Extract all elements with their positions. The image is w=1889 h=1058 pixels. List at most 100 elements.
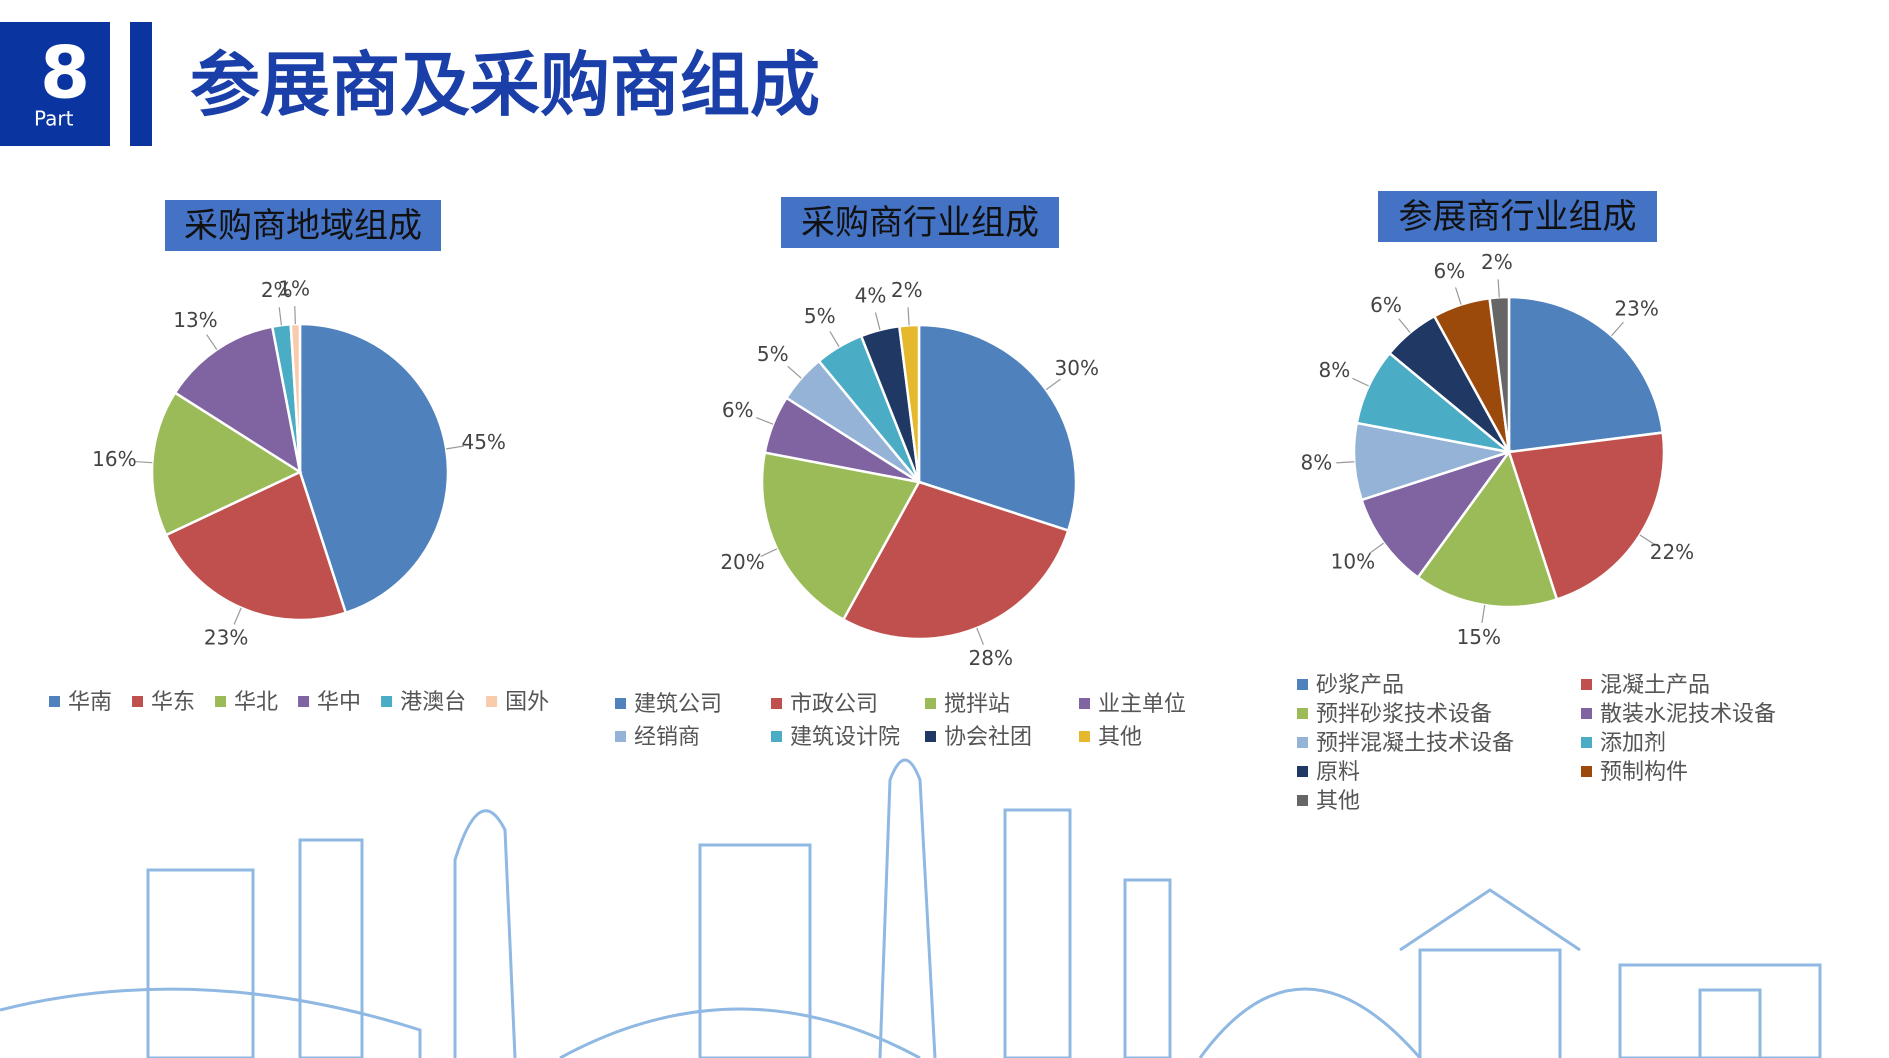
data-label: 6% bbox=[722, 398, 754, 422]
legend-swatch bbox=[1581, 766, 1592, 777]
legend-swatch bbox=[132, 696, 144, 707]
pie-slice bbox=[897, 323, 921, 483]
data-label: 16% bbox=[92, 447, 136, 471]
pie-slice bbox=[150, 390, 303, 537]
legend-swatch bbox=[486, 696, 498, 707]
data-label: 30% bbox=[1055, 356, 1099, 380]
legend-label: 混凝土产品 bbox=[1600, 673, 1710, 698]
legend-label: 其他 bbox=[1316, 789, 1360, 814]
leader-line bbox=[1497, 279, 1500, 298]
chart-title: 参展商行业组成 bbox=[1399, 197, 1637, 237]
legend-label: 预制构件 bbox=[1600, 760, 1688, 785]
legend-swatch bbox=[1079, 698, 1090, 709]
data-label: 20% bbox=[720, 550, 764, 574]
data-label: 22% bbox=[1650, 540, 1694, 564]
pie-slice bbox=[164, 470, 348, 622]
leader-line bbox=[1352, 377, 1370, 387]
legend-label: 华东 bbox=[151, 690, 195, 715]
leader-line bbox=[233, 607, 242, 625]
legend-label: 添加剂 bbox=[1600, 731, 1666, 756]
legend-label: 建筑设计院 bbox=[790, 725, 900, 750]
part-label: Part bbox=[34, 107, 74, 131]
data-label: 45% bbox=[461, 430, 505, 454]
legend-swatch bbox=[1297, 708, 1308, 719]
leader-line bbox=[756, 417, 774, 425]
leader-line bbox=[206, 334, 218, 350]
legend-label: 原料 bbox=[1316, 760, 1360, 785]
chart-title-box bbox=[165, 200, 441, 251]
leader-line bbox=[907, 307, 910, 326]
data-label: 5% bbox=[757, 342, 789, 366]
data-label: 23% bbox=[1614, 297, 1658, 321]
legend-swatch bbox=[1581, 708, 1592, 719]
legend-swatch bbox=[381, 696, 393, 707]
leader-line bbox=[278, 307, 283, 326]
legend-swatch bbox=[925, 731, 936, 742]
leader-line bbox=[976, 627, 984, 645]
data-label: 1% bbox=[278, 277, 310, 301]
data-label: 10% bbox=[1331, 550, 1375, 574]
legend-swatch bbox=[1079, 731, 1090, 742]
legend-swatch bbox=[615, 731, 626, 742]
data-label: 2% bbox=[261, 278, 293, 302]
pie-slice bbox=[917, 323, 1078, 533]
data-label: 2% bbox=[1481, 250, 1513, 274]
legend-swatch bbox=[1581, 737, 1592, 748]
legend-label: 华北 bbox=[234, 690, 278, 715]
legend-swatch bbox=[215, 696, 227, 707]
pie-slice bbox=[1507, 431, 1666, 601]
legend-label: 市政公司 bbox=[790, 692, 878, 717]
legend-swatch bbox=[1297, 766, 1308, 777]
leader-line bbox=[1368, 542, 1384, 555]
legend-label: 港澳台 bbox=[400, 690, 466, 715]
data-label: 4% bbox=[855, 284, 887, 308]
data-label: 28% bbox=[969, 646, 1013, 670]
legend-label: 散装水泥技术设备 bbox=[1600, 702, 1776, 727]
part-number: 8 bbox=[40, 31, 90, 115]
chart-title: 采购商地域组成 bbox=[184, 206, 422, 246]
legend-swatch bbox=[1297, 795, 1308, 806]
leader-line bbox=[760, 548, 778, 558]
part-box bbox=[0, 22, 110, 146]
leader-line bbox=[446, 445, 465, 450]
pie-slice bbox=[841, 480, 1070, 641]
legend-label: 预拌混凝土技术设备 bbox=[1316, 731, 1514, 756]
pie-slice bbox=[760, 451, 921, 622]
data-label: 15% bbox=[1457, 625, 1501, 649]
legend-label: 预拌砂浆技术设备 bbox=[1316, 702, 1492, 727]
legend-swatch bbox=[1297, 679, 1308, 690]
leader-line bbox=[1045, 378, 1061, 391]
legend-label: 业主单位 bbox=[1098, 692, 1186, 717]
legend-label: 华中 bbox=[317, 690, 361, 715]
legend-swatch bbox=[771, 731, 782, 742]
pie-slice bbox=[1416, 449, 1559, 609]
data-label: 6% bbox=[1433, 259, 1465, 283]
chart-title: 采购商行业组成 bbox=[801, 203, 1039, 243]
part-bar bbox=[130, 22, 152, 146]
leader-line bbox=[1454, 287, 1462, 305]
leader-line bbox=[874, 312, 881, 331]
leader-line bbox=[1639, 534, 1656, 546]
leader-line bbox=[1336, 461, 1355, 464]
page-title: 参展商及采购商组成 bbox=[190, 44, 820, 126]
pie-slice bbox=[298, 322, 450, 615]
legend-label: 华南 bbox=[68, 690, 112, 715]
data-label: 6% bbox=[1370, 293, 1402, 317]
legend-label: 建筑公司 bbox=[634, 692, 722, 717]
data-label: 5% bbox=[804, 304, 836, 328]
chart-title-box bbox=[781, 197, 1059, 248]
legend-swatch bbox=[615, 698, 626, 709]
legend-swatch bbox=[1581, 679, 1592, 690]
leader-line bbox=[134, 460, 153, 464]
legend-label: 协会社团 bbox=[944, 725, 1032, 750]
legend-swatch bbox=[771, 698, 782, 709]
legend-swatch bbox=[298, 696, 310, 707]
leader-line bbox=[829, 331, 840, 348]
legend-label: 搅拌站 bbox=[944, 692, 1010, 717]
leader-line bbox=[294, 306, 296, 325]
legend-swatch bbox=[49, 696, 60, 707]
leader-line bbox=[1611, 321, 1624, 337]
leader-line bbox=[787, 365, 802, 379]
legend-label: 国外 bbox=[505, 690, 549, 715]
